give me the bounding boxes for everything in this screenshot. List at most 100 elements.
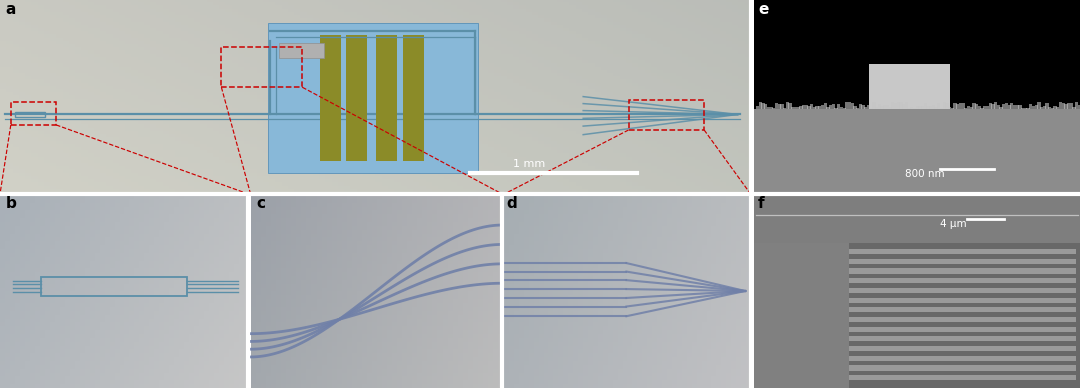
Bar xyxy=(902,104,905,109)
Bar xyxy=(376,35,397,161)
Bar xyxy=(1008,104,1011,109)
Bar xyxy=(786,102,789,109)
Bar xyxy=(1002,104,1005,109)
Bar xyxy=(346,35,367,161)
Bar xyxy=(1075,102,1078,109)
Bar xyxy=(994,102,997,109)
Bar xyxy=(907,107,910,109)
Bar xyxy=(853,106,856,109)
Bar xyxy=(754,242,1080,388)
Bar xyxy=(869,64,950,109)
Bar xyxy=(759,102,762,109)
Bar xyxy=(792,107,795,109)
Text: c: c xyxy=(256,196,265,211)
Bar xyxy=(940,108,943,109)
Bar xyxy=(943,102,946,109)
Bar xyxy=(883,105,887,109)
Bar xyxy=(927,106,930,109)
Bar xyxy=(856,107,860,109)
Bar xyxy=(916,106,919,109)
Bar xyxy=(821,105,824,109)
Bar xyxy=(835,108,838,109)
Text: 800 nm: 800 nm xyxy=(905,168,945,178)
Bar xyxy=(849,336,1076,341)
Bar xyxy=(873,102,876,109)
Bar xyxy=(767,107,770,109)
Bar xyxy=(1051,108,1054,109)
Bar xyxy=(1048,107,1051,109)
Bar xyxy=(754,196,1080,242)
Bar xyxy=(826,107,829,109)
Bar xyxy=(869,108,873,109)
Bar xyxy=(788,103,792,109)
Bar xyxy=(1018,106,1022,109)
Bar xyxy=(840,107,843,109)
Text: f: f xyxy=(758,196,765,211)
Bar xyxy=(849,298,1076,303)
Bar xyxy=(824,103,827,109)
Bar xyxy=(849,278,1076,283)
Bar xyxy=(1040,107,1043,109)
Bar xyxy=(799,106,802,109)
Bar xyxy=(783,108,786,109)
Bar xyxy=(950,108,954,109)
Bar xyxy=(918,106,921,109)
Bar xyxy=(805,106,808,109)
Bar xyxy=(41,277,187,296)
Bar xyxy=(913,108,916,109)
Bar xyxy=(859,104,862,109)
Bar xyxy=(1072,107,1076,109)
Bar xyxy=(1029,104,1032,109)
Bar xyxy=(864,107,867,109)
Bar xyxy=(948,107,951,109)
Bar xyxy=(775,102,779,109)
Bar xyxy=(977,106,981,109)
Bar xyxy=(846,102,849,109)
Bar xyxy=(959,104,962,109)
Bar xyxy=(778,104,781,109)
Bar xyxy=(849,327,1076,332)
Bar xyxy=(997,105,1000,109)
Bar xyxy=(849,375,1076,380)
Bar xyxy=(1021,108,1024,109)
Bar xyxy=(862,106,865,109)
Bar xyxy=(837,104,840,109)
Bar xyxy=(268,23,478,173)
Bar xyxy=(1024,107,1027,109)
Bar xyxy=(923,103,927,109)
Bar xyxy=(756,106,759,109)
Bar xyxy=(999,107,1002,109)
Bar xyxy=(849,268,1076,274)
Bar xyxy=(802,105,806,109)
Bar xyxy=(954,103,957,109)
Bar xyxy=(832,104,835,109)
Bar xyxy=(754,242,849,388)
Bar xyxy=(797,107,800,109)
Bar xyxy=(1062,103,1065,109)
Bar xyxy=(964,108,968,109)
Bar xyxy=(970,107,973,109)
Bar xyxy=(975,104,978,109)
Bar xyxy=(956,104,959,109)
Bar xyxy=(991,104,995,109)
Text: d: d xyxy=(507,196,517,211)
Bar xyxy=(1013,105,1016,109)
Bar xyxy=(279,43,324,58)
Bar xyxy=(932,105,935,109)
Bar xyxy=(1069,103,1072,109)
Bar xyxy=(849,365,1076,371)
Bar xyxy=(842,108,846,109)
Bar xyxy=(815,106,819,109)
Bar xyxy=(754,0,1080,109)
Bar xyxy=(921,106,924,109)
Bar xyxy=(849,307,1076,312)
Bar xyxy=(945,103,948,109)
Bar xyxy=(905,102,908,109)
Bar xyxy=(1026,108,1029,109)
Bar xyxy=(1031,106,1035,109)
Bar xyxy=(221,47,302,87)
Bar xyxy=(15,112,45,117)
Bar xyxy=(849,288,1076,293)
Text: b: b xyxy=(5,196,16,211)
Bar xyxy=(891,102,894,109)
